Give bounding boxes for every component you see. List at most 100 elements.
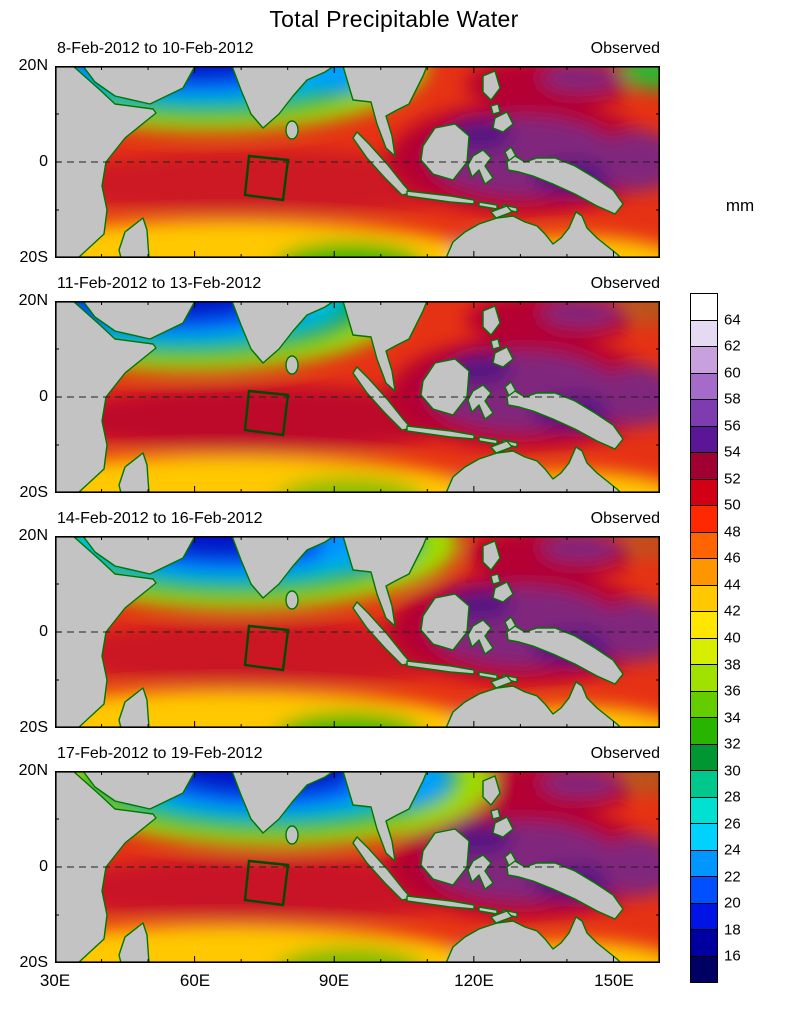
precipitable-water-map (55, 771, 660, 963)
y-tick-label-0: 0 (39, 388, 48, 405)
colorbar-tick-label: 18 (724, 921, 741, 939)
india-land (231, 301, 335, 364)
colorbar-cell (691, 559, 717, 586)
colorbar-tick-label: 30 (724, 762, 741, 780)
arabia-land (82, 301, 196, 340)
colorbar-cell (691, 771, 717, 798)
colorbar-cell (691, 903, 717, 930)
precipitable-water-map (55, 66, 660, 258)
philippines-land (482, 305, 501, 336)
colorbar (690, 293, 718, 983)
colorbar-tick-label: 22 (724, 868, 741, 886)
colorbar-tick-label: 64 (724, 311, 741, 329)
panel-date-range: 17-Feb-2012 to 19-Feb-2012 (57, 745, 263, 762)
precipitable-water-map (55, 301, 660, 493)
panel-date-range: 11-Feb-2012 to 13-Feb-2012 (57, 275, 262, 292)
study-region-box (243, 389, 290, 437)
colorbar-tick-label: 24 (724, 841, 741, 859)
colorbar-cell (691, 426, 717, 453)
panel-source-label: Observed (590, 745, 660, 762)
india-land (231, 66, 335, 129)
colorbar-tick-label: 40 (724, 629, 741, 647)
colorbar-cell (691, 373, 717, 400)
philippines-land (492, 111, 514, 133)
australia-land (445, 916, 622, 963)
sri-lanka-land (285, 825, 299, 845)
panel-3-header: 14-Feb-2012 to 16-Feb-2012 Observed (55, 510, 660, 532)
madagascar-land (118, 922, 150, 963)
lesser-sunda-land (478, 201, 498, 210)
sulawesi-land (467, 619, 494, 655)
madagascar-land (118, 452, 150, 493)
colorbar-cell (691, 691, 717, 718)
philippines-land (482, 540, 501, 571)
colorbar-labels: 64 62 60 58 56 54 52 50 48 46 44 42 40 38 36 34 32 30 28 26… (724, 293, 770, 983)
colorbar-cell (691, 479, 717, 506)
y-tick-label-20s: 20S (19, 954, 48, 971)
lesser-sunda-land (478, 906, 498, 915)
new-guinea-land (506, 390, 624, 450)
colorbar-cell (691, 638, 717, 665)
sulawesi-land (467, 384, 494, 420)
colorbar-cell (691, 506, 717, 533)
colorbar-unit-label: mm (725, 196, 755, 215)
y-tick-label-20n: 20N (18, 57, 48, 74)
colorbar-tick-label: 58 (724, 390, 741, 408)
y-tick-label-20n: 20N (18, 292, 48, 309)
panel-date-range: 8-Feb-2012 to 10-Feb-2012 (57, 40, 254, 57)
timor-land (490, 910, 513, 924)
philippines-land (490, 338, 501, 350)
sulawesi-land (467, 854, 494, 890)
y-tick-label-20n: 20N (18, 527, 48, 544)
y-tick-label-0: 0 (39, 858, 48, 875)
landmasses (55, 66, 624, 258)
colorbar-cell (691, 347, 717, 374)
australia-land (445, 446, 622, 493)
x-tick-label-30e: 30E (39, 971, 71, 990)
philippines-land (490, 103, 501, 115)
australia-land (445, 211, 622, 258)
colorbar-cell (691, 400, 717, 427)
colorbar-cell (691, 320, 717, 347)
australia-land (445, 681, 622, 728)
y-tick-label-0: 0 (39, 153, 48, 170)
map-panel-4 (55, 771, 660, 963)
colorbar-tick-label: 20 (724, 894, 741, 912)
indochina-land (342, 771, 428, 862)
y-tick-label-0: 0 (39, 623, 48, 640)
colorbar-cell (691, 824, 717, 851)
colorbar-tick-label: 38 (724, 656, 741, 674)
india-land (231, 771, 335, 834)
colorbar-tick-label: 50 (724, 496, 741, 514)
colorbar-cell (691, 453, 717, 480)
java-land (406, 425, 475, 440)
map-panel-2 (55, 301, 660, 493)
panel-1-header: 8-Feb-2012 to 10-Feb-2012 Observed (55, 40, 660, 62)
panel-source-label: Observed (590, 275, 660, 292)
colorbar-tick-label: 48 (724, 523, 741, 541)
colorbar-cell (691, 612, 717, 639)
colorbar-cell (691, 797, 717, 824)
colorbar-tick-label: 32 (724, 735, 741, 753)
colorbar-tick-label: 36 (724, 682, 741, 700)
y-tick-label-20s: 20S (19, 719, 48, 736)
arabia-land (82, 771, 196, 810)
new-guinea-land (506, 625, 624, 685)
timor-land (490, 440, 513, 454)
colorbar-tick-label: 46 (724, 549, 741, 567)
timor-land (490, 205, 513, 219)
philippines-land (492, 346, 514, 368)
india-land (231, 536, 335, 599)
arabia-land (82, 66, 196, 105)
new-guinea-land (506, 155, 624, 215)
x-tick-label-90e: 90E (318, 971, 350, 990)
landmasses (55, 301, 624, 493)
sri-lanka-land (285, 590, 299, 610)
precipitable-water-map (55, 536, 660, 728)
colorbar-cell (691, 665, 717, 692)
lesser-sunda-land (478, 436, 498, 445)
madagascar-land (118, 217, 150, 258)
colorbar-tick-label: 26 (724, 815, 741, 833)
study-region-box (243, 154, 290, 202)
